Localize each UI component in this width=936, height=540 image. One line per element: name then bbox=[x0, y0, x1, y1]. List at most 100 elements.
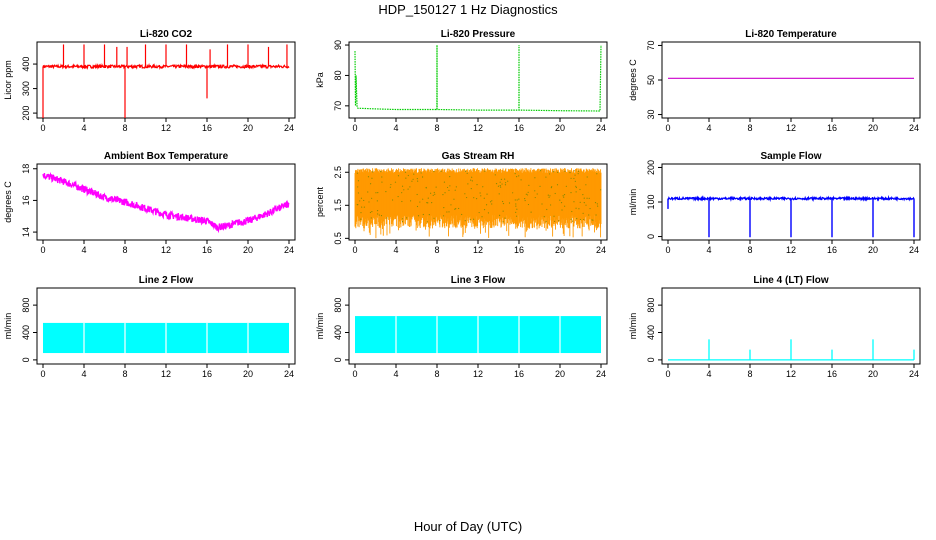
y-axis-label: degrees C bbox=[3, 181, 13, 223]
data-point bbox=[487, 212, 490, 214]
x-tick-label: 12 bbox=[786, 123, 796, 133]
data-point bbox=[471, 180, 473, 182]
data-point bbox=[516, 208, 518, 210]
data-point bbox=[473, 197, 475, 199]
data-point bbox=[583, 202, 585, 204]
y-axis-label: Licor ppm bbox=[3, 60, 13, 100]
data-point bbox=[520, 179, 522, 181]
data-point bbox=[448, 189, 450, 191]
data-point bbox=[466, 172, 468, 174]
data-point bbox=[446, 211, 448, 213]
data-point bbox=[549, 195, 551, 197]
data-point bbox=[499, 181, 501, 183]
data-point bbox=[420, 172, 422, 174]
x-tick-label: 20 bbox=[555, 123, 565, 133]
data-point bbox=[455, 208, 457, 210]
y-tick-label: 14 bbox=[21, 227, 31, 237]
data-point bbox=[504, 178, 506, 180]
y-tick-label: 800 bbox=[333, 298, 343, 313]
data-point bbox=[360, 197, 363, 199]
data-point bbox=[554, 192, 556, 195]
x-tick-label: 20 bbox=[243, 123, 253, 133]
x-tick-label: 8 bbox=[747, 245, 752, 255]
data-point bbox=[454, 208, 456, 210]
data-point bbox=[407, 174, 409, 177]
x-tick-label: 24 bbox=[596, 123, 606, 133]
data-point bbox=[401, 185, 404, 187]
x-tick-label: 4 bbox=[81, 369, 86, 379]
x-tick-label: 16 bbox=[827, 245, 837, 255]
data-point bbox=[556, 184, 559, 186]
series-line bbox=[42, 171, 290, 234]
data-point bbox=[528, 184, 530, 186]
x-tick-label: 16 bbox=[827, 123, 837, 133]
data-point bbox=[553, 220, 556, 222]
data-point bbox=[558, 220, 560, 222]
data-point bbox=[502, 200, 504, 203]
data-point bbox=[357, 186, 359, 188]
x-tick-label: 8 bbox=[434, 123, 439, 133]
data-point bbox=[465, 170, 467, 173]
x-tick-label: 8 bbox=[747, 369, 752, 379]
data-point bbox=[357, 204, 359, 206]
x-tick-label: 8 bbox=[434, 245, 439, 255]
data-point bbox=[455, 186, 457, 188]
data-point bbox=[501, 183, 503, 185]
data-point bbox=[370, 217, 372, 219]
data-point bbox=[527, 203, 530, 206]
data-point bbox=[417, 180, 419, 182]
data-point bbox=[397, 195, 399, 198]
data-point bbox=[380, 171, 382, 173]
data-point bbox=[391, 199, 394, 201]
panel-title: Line 2 Flow bbox=[139, 275, 194, 286]
data-point bbox=[417, 215, 420, 217]
data-point bbox=[571, 220, 574, 222]
data-point bbox=[478, 211, 480, 214]
data-point bbox=[586, 176, 588, 178]
panel-4: Ambient Box Temperature degrees C 0 4 8 12 16 2… bbox=[3, 151, 296, 255]
data-point bbox=[356, 172, 359, 174]
data-point bbox=[597, 205, 599, 207]
x-tick-label: 8 bbox=[122, 245, 127, 255]
panel-title: Gas Stream RH bbox=[442, 151, 515, 162]
data-point bbox=[360, 212, 362, 214]
data-point bbox=[574, 174, 576, 176]
data-point bbox=[401, 218, 404, 220]
data-point bbox=[527, 191, 529, 193]
x-tick-label: 12 bbox=[161, 245, 171, 255]
data-point bbox=[515, 215, 518, 217]
data-point bbox=[422, 198, 424, 200]
data-point bbox=[534, 177, 536, 179]
panel-8: Line 3 Flow ml/min 0 4 8 12 16 20 24 0 400 800 bbox=[315, 275, 608, 379]
data-point bbox=[579, 201, 581, 203]
data-point bbox=[430, 192, 432, 194]
y-tick-label: 70 bbox=[333, 101, 343, 111]
data-point bbox=[557, 171, 559, 173]
data-point bbox=[419, 201, 421, 203]
data-point bbox=[453, 198, 455, 200]
data-point bbox=[499, 186, 502, 188]
data-point bbox=[375, 192, 377, 194]
data-point bbox=[502, 221, 504, 223]
data-point bbox=[514, 173, 516, 175]
x-tick-label: 12 bbox=[786, 245, 796, 255]
x-tick-label: 20 bbox=[243, 369, 253, 379]
panel-title: Line 4 (LT) Flow bbox=[753, 275, 829, 286]
x-tick-label: 24 bbox=[284, 123, 294, 133]
data-point bbox=[548, 196, 550, 198]
x-tick-label: 16 bbox=[202, 123, 212, 133]
data-point bbox=[369, 183, 372, 185]
data-point bbox=[525, 193, 527, 195]
y-tick-label: 90 bbox=[333, 40, 343, 50]
data-point bbox=[389, 186, 391, 188]
data-point bbox=[576, 217, 578, 220]
plot-frame bbox=[348, 41, 608, 119]
data-point bbox=[464, 220, 466, 222]
data-point bbox=[450, 204, 452, 206]
x-tick-label: 0 bbox=[352, 245, 357, 255]
y-tick-label: 200 bbox=[21, 106, 31, 121]
x-tick-label: 16 bbox=[514, 369, 524, 379]
data-point bbox=[582, 212, 584, 214]
x-axis-label: Hour of Day (UTC) bbox=[413, 519, 523, 534]
x-tick-label: 0 bbox=[665, 369, 670, 379]
